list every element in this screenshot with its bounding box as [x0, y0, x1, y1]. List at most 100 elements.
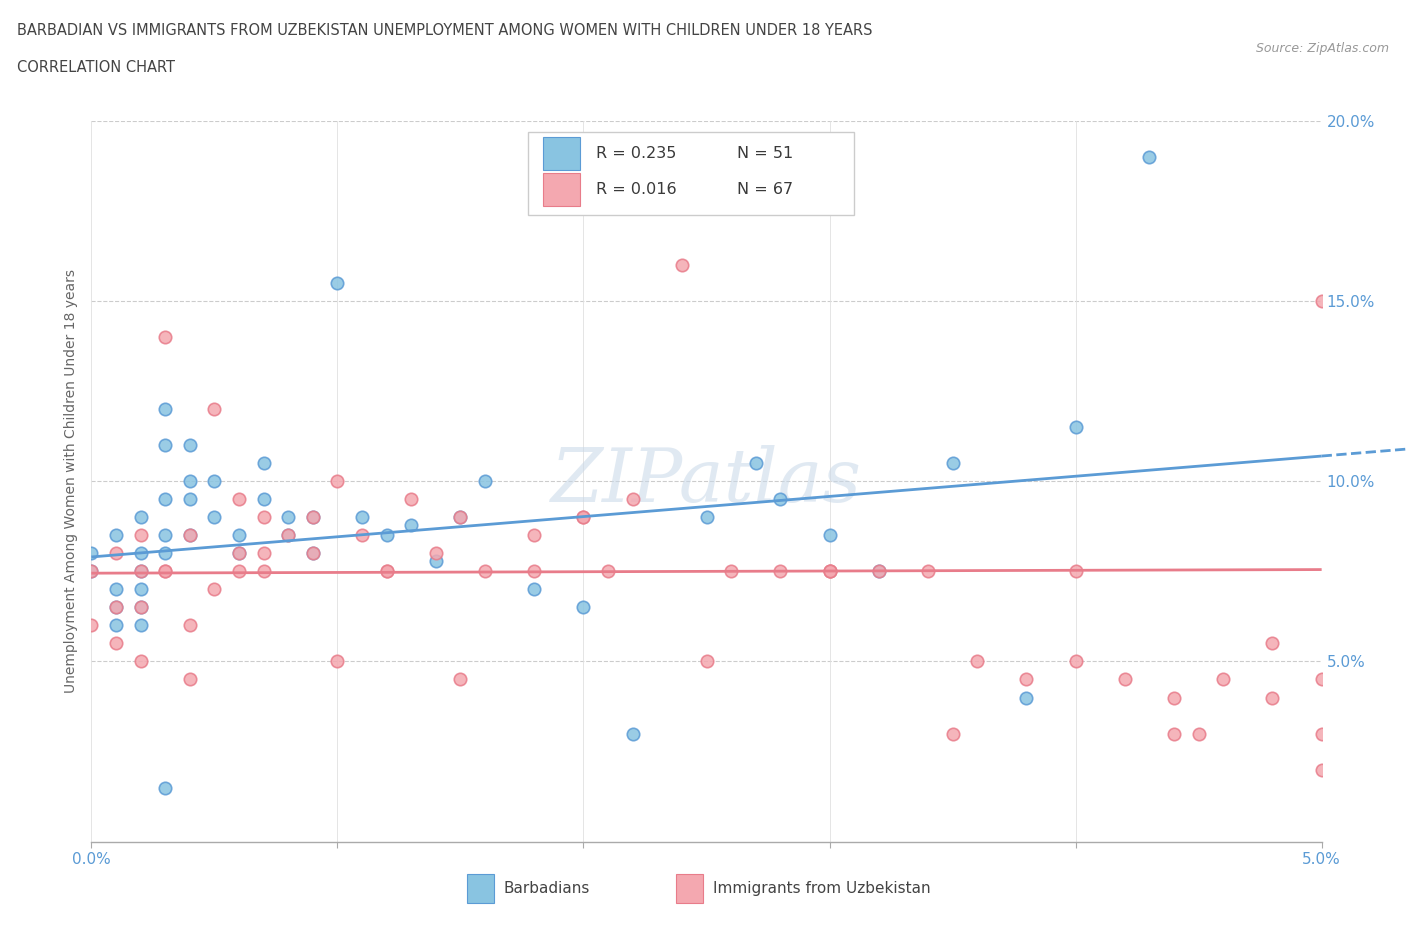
Point	[153, 492, 177, 507]
Point	[449, 672, 471, 687]
Point	[696, 510, 718, 525]
Point	[572, 510, 595, 525]
Point	[277, 528, 299, 543]
Point	[572, 600, 595, 615]
Point	[769, 492, 792, 507]
Text: R = 0.235: R = 0.235	[596, 146, 676, 161]
Text: R = 0.016: R = 0.016	[596, 182, 676, 197]
Point	[1310, 672, 1333, 687]
Text: Immigrants from Uzbekistan: Immigrants from Uzbekistan	[713, 881, 931, 896]
Point	[523, 582, 546, 597]
Point	[1114, 672, 1136, 687]
Point	[253, 510, 276, 525]
Point	[301, 510, 323, 525]
Point	[1187, 726, 1209, 741]
Point	[129, 654, 152, 669]
Point	[179, 438, 201, 453]
Point	[301, 546, 323, 561]
Point	[105, 618, 127, 633]
Point	[105, 636, 127, 651]
Point	[253, 546, 276, 561]
Point	[253, 564, 276, 578]
Text: Source: ZipAtlas.com: Source: ZipAtlas.com	[1256, 42, 1389, 55]
Point	[153, 330, 177, 345]
Point	[942, 456, 965, 471]
Point	[1163, 690, 1185, 705]
Point	[745, 456, 768, 471]
Point	[1064, 419, 1087, 434]
Point	[966, 654, 988, 669]
Point	[105, 546, 127, 561]
Point	[153, 564, 177, 578]
Point	[1015, 690, 1038, 705]
Point	[179, 528, 201, 543]
Point	[253, 456, 276, 471]
Point	[868, 564, 890, 578]
Bar	[543, 173, 579, 206]
Text: Barbadians: Barbadians	[503, 881, 591, 896]
Point	[818, 564, 841, 578]
Point	[375, 528, 398, 543]
Bar	[676, 874, 703, 903]
Point	[129, 564, 152, 578]
Point	[425, 553, 447, 568]
Text: CORRELATION CHART: CORRELATION CHART	[17, 60, 174, 75]
Point	[474, 474, 496, 489]
Point	[449, 510, 471, 525]
Point	[228, 492, 250, 507]
Point	[129, 582, 152, 597]
Point	[153, 780, 177, 795]
Point	[228, 564, 250, 578]
Point	[129, 600, 152, 615]
Point	[153, 528, 177, 543]
Point	[399, 517, 422, 532]
Bar	[543, 137, 579, 169]
Point	[1212, 672, 1234, 687]
Text: N = 51: N = 51	[737, 146, 793, 161]
Point	[399, 492, 422, 507]
Point	[179, 618, 201, 633]
Point	[1064, 564, 1087, 578]
Point	[129, 510, 152, 525]
Point	[621, 492, 644, 507]
Point	[596, 564, 619, 578]
Point	[326, 654, 349, 669]
FancyBboxPatch shape	[529, 132, 853, 215]
Point	[523, 528, 546, 543]
Point	[105, 600, 127, 615]
Point	[179, 672, 201, 687]
Point	[769, 564, 792, 578]
Point	[80, 546, 103, 561]
Point	[202, 402, 225, 417]
Point	[1310, 763, 1333, 777]
Point	[326, 474, 349, 489]
Point	[153, 546, 177, 561]
Point	[253, 492, 276, 507]
Point	[80, 564, 103, 578]
Point	[105, 582, 127, 597]
Point	[153, 438, 177, 453]
Text: N = 67: N = 67	[737, 182, 793, 197]
Text: BARBADIAN VS IMMIGRANTS FROM UZBEKISTAN UNEMPLOYMENT AMONG WOMEN WITH CHILDREN U: BARBADIAN VS IMMIGRANTS FROM UZBEKISTAN …	[17, 23, 872, 38]
Point	[202, 474, 225, 489]
Point	[449, 510, 471, 525]
Point	[153, 402, 177, 417]
Point	[375, 564, 398, 578]
Point	[80, 564, 103, 578]
Point	[1261, 636, 1284, 651]
Point	[129, 528, 152, 543]
Point	[228, 546, 250, 561]
Point	[1163, 726, 1185, 741]
Point	[375, 564, 398, 578]
Point	[818, 564, 841, 578]
Point	[301, 510, 323, 525]
Point	[474, 564, 496, 578]
Point	[202, 510, 225, 525]
Point	[350, 528, 373, 543]
Point	[1310, 294, 1333, 309]
Point	[153, 564, 177, 578]
Point	[80, 618, 103, 633]
Point	[1015, 672, 1038, 687]
Point	[129, 600, 152, 615]
Point	[1310, 726, 1333, 741]
